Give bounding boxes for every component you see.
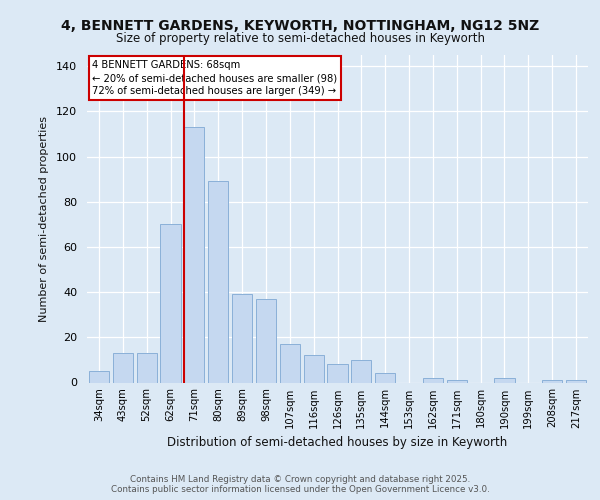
Bar (494, 378, 515, 382)
X-axis label: Distribution of semi-detached houses by size in Keyworth: Distribution of semi-detached houses by … (167, 436, 508, 449)
Y-axis label: Number of semi-detached properties: Number of semi-detached properties (39, 116, 49, 322)
Text: 4 BENNETT GARDENS: 68sqm
← 20% of semi-detached houses are smaller (98)
72% of s: 4 BENNETT GARDENS: 68sqm ← 20% of semi-d… (92, 60, 337, 96)
Text: Contains HM Land Registry data © Crown copyright and database right 2025.
Contai: Contains HM Land Registry data © Crown c… (110, 474, 490, 494)
Bar (160, 224, 181, 382)
Bar (446, 380, 467, 382)
Bar (89, 371, 109, 382)
Text: 4, BENNETT GARDENS, KEYWORTH, NOTTINGHAM, NG12 5NZ: 4, BENNETT GARDENS, KEYWORTH, NOTTINGHAM… (61, 19, 539, 33)
Bar (256, 299, 276, 382)
Bar (351, 360, 371, 382)
Bar (566, 380, 586, 382)
Text: Size of property relative to semi-detached houses in Keyworth: Size of property relative to semi-detach… (115, 32, 485, 45)
Bar (208, 182, 229, 382)
Bar (280, 344, 300, 383)
Bar (542, 380, 562, 382)
Bar (137, 353, 157, 382)
Bar (304, 356, 324, 382)
Bar (375, 374, 395, 382)
Bar (232, 294, 252, 382)
Bar (184, 128, 205, 382)
Bar (328, 364, 347, 382)
Bar (423, 378, 443, 382)
Bar (113, 353, 133, 382)
